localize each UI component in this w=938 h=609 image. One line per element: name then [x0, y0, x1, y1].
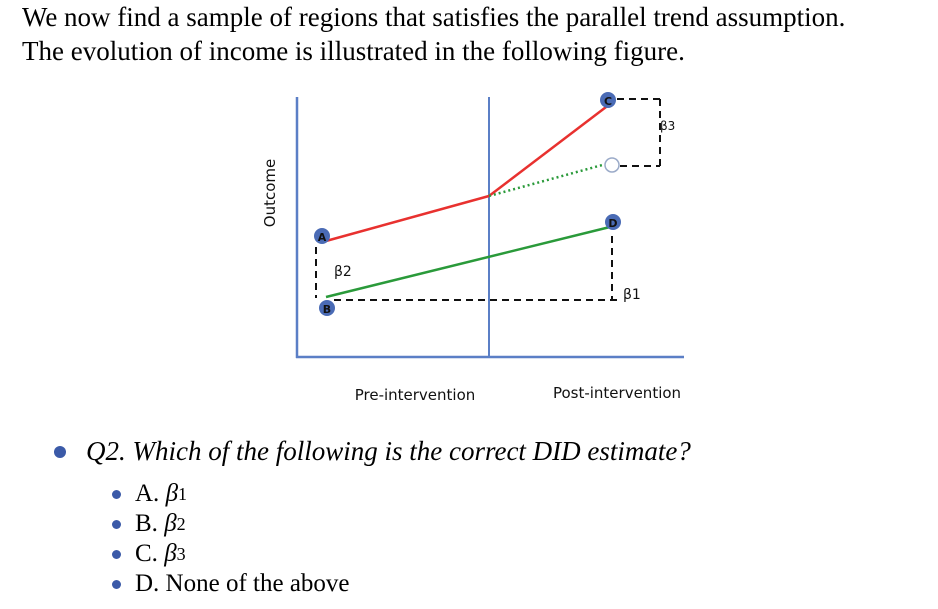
- point-d-label: D: [608, 217, 617, 230]
- option-symbol: β: [165, 480, 179, 507]
- option-letter: D. None of the above: [135, 570, 350, 597]
- question: Q2. Which of the following is the correc…: [54, 436, 691, 467]
- question-bullet: [54, 445, 66, 458]
- option-symbol: β: [164, 510, 177, 537]
- option-letter: A.: [135, 480, 166, 507]
- point-b-marker: [319, 300, 335, 316]
- option-subscript: 2: [176, 513, 186, 534]
- option-symbol: β: [164, 540, 177, 567]
- treatment-line-pre: [325, 194, 490, 243]
- beta3-label: β3: [660, 119, 675, 133]
- control-line: [325, 224, 615, 299]
- x-label-pre: Pre-intervention: [355, 386, 476, 404]
- point-a-label: A: [318, 231, 327, 244]
- beta1-label: β1: [623, 287, 641, 303]
- point-c-marker: [600, 92, 616, 108]
- treatment-line-post: [488, 103, 611, 197]
- intro-text: We now find a sample of regions that sat…: [22, 0, 922, 68]
- intro-line-1: We now find a sample of regions that sat…: [22, 2, 846, 32]
- point-b-label: B: [323, 303, 331, 316]
- option-bullet: [112, 519, 121, 529]
- counterfactual-marker: [604, 157, 620, 173]
- option-bullet: [112, 579, 121, 589]
- y-axis-label: Outcome: [261, 159, 279, 227]
- did-figure: A B C D β2 β1 β3 Outcome Pre-interventio…: [261, 92, 684, 404]
- point-d-marker: [605, 214, 621, 230]
- counterfactual-line: [488, 162, 607, 198]
- beta2-label: β2: [334, 264, 352, 280]
- option-bullet: [112, 549, 121, 559]
- point-a-marker: [314, 228, 330, 244]
- option-subscript: 1: [178, 483, 188, 504]
- option-d: D. None of the above: [112, 569, 350, 599]
- option-letter: B.: [135, 510, 165, 537]
- intro-line-2: The evolution of income is illustrated i…: [22, 36, 685, 66]
- option-subscript: 3: [176, 543, 186, 564]
- question-text: Q2. Which of the following is the correc…: [86, 436, 691, 466]
- x-label-post: Post-intervention: [553, 384, 681, 402]
- option-letter: C.: [135, 540, 165, 567]
- option-bullet: [112, 489, 121, 499]
- point-c-label: C: [604, 95, 612, 108]
